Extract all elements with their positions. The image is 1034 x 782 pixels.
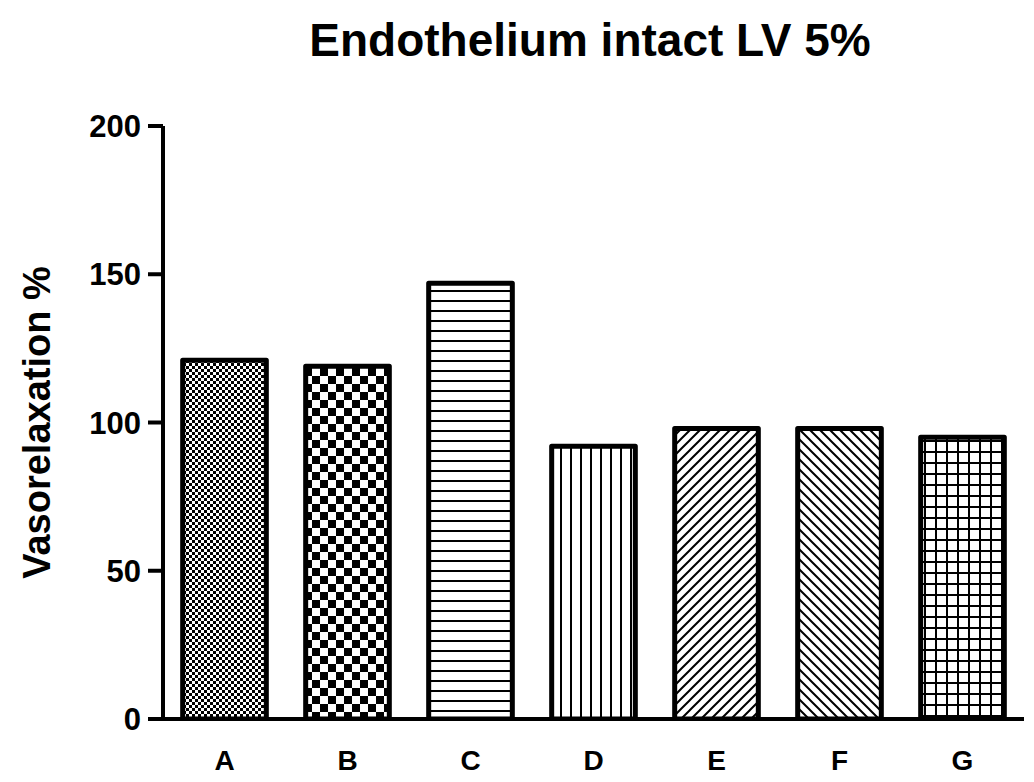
bars (183, 283, 1005, 719)
y-tick (148, 421, 163, 425)
chart-title: Endothelium intact LV 5% (309, 14, 870, 66)
y-tick (148, 272, 163, 276)
x-tick-label: D (583, 745, 603, 776)
y-tick-label: 0 (124, 702, 141, 737)
y-tick (148, 569, 163, 573)
x-axis-line (148, 717, 1024, 721)
bar (675, 428, 759, 719)
y-tick-label: 50 (107, 554, 141, 589)
x-tick-label: F (831, 745, 848, 776)
y-tick-label: 200 (89, 109, 141, 144)
bar (306, 366, 390, 719)
bar (921, 437, 1005, 719)
bar (552, 446, 636, 719)
x-tick-label: A (214, 745, 234, 776)
y-tick-label: 150 (89, 257, 141, 292)
x-tick-label: C (460, 745, 480, 776)
y-tick (148, 124, 163, 128)
x-tick-label: E (707, 745, 726, 776)
bar (183, 360, 267, 719)
x-tick-label: G (952, 745, 974, 776)
y-axis-label: Vasorelaxation % (16, 266, 58, 579)
bar (429, 283, 513, 719)
y-tick (148, 717, 163, 721)
bar (798, 428, 882, 719)
y-tick-label: 100 (89, 406, 141, 441)
x-tick-label: B (337, 745, 357, 776)
chart-svg: Endothelium intact LV 5% Vasorelaxation %… (0, 0, 1034, 782)
chart-container: Endothelium intact LV 5% Vasorelaxation %… (0, 0, 1034, 782)
